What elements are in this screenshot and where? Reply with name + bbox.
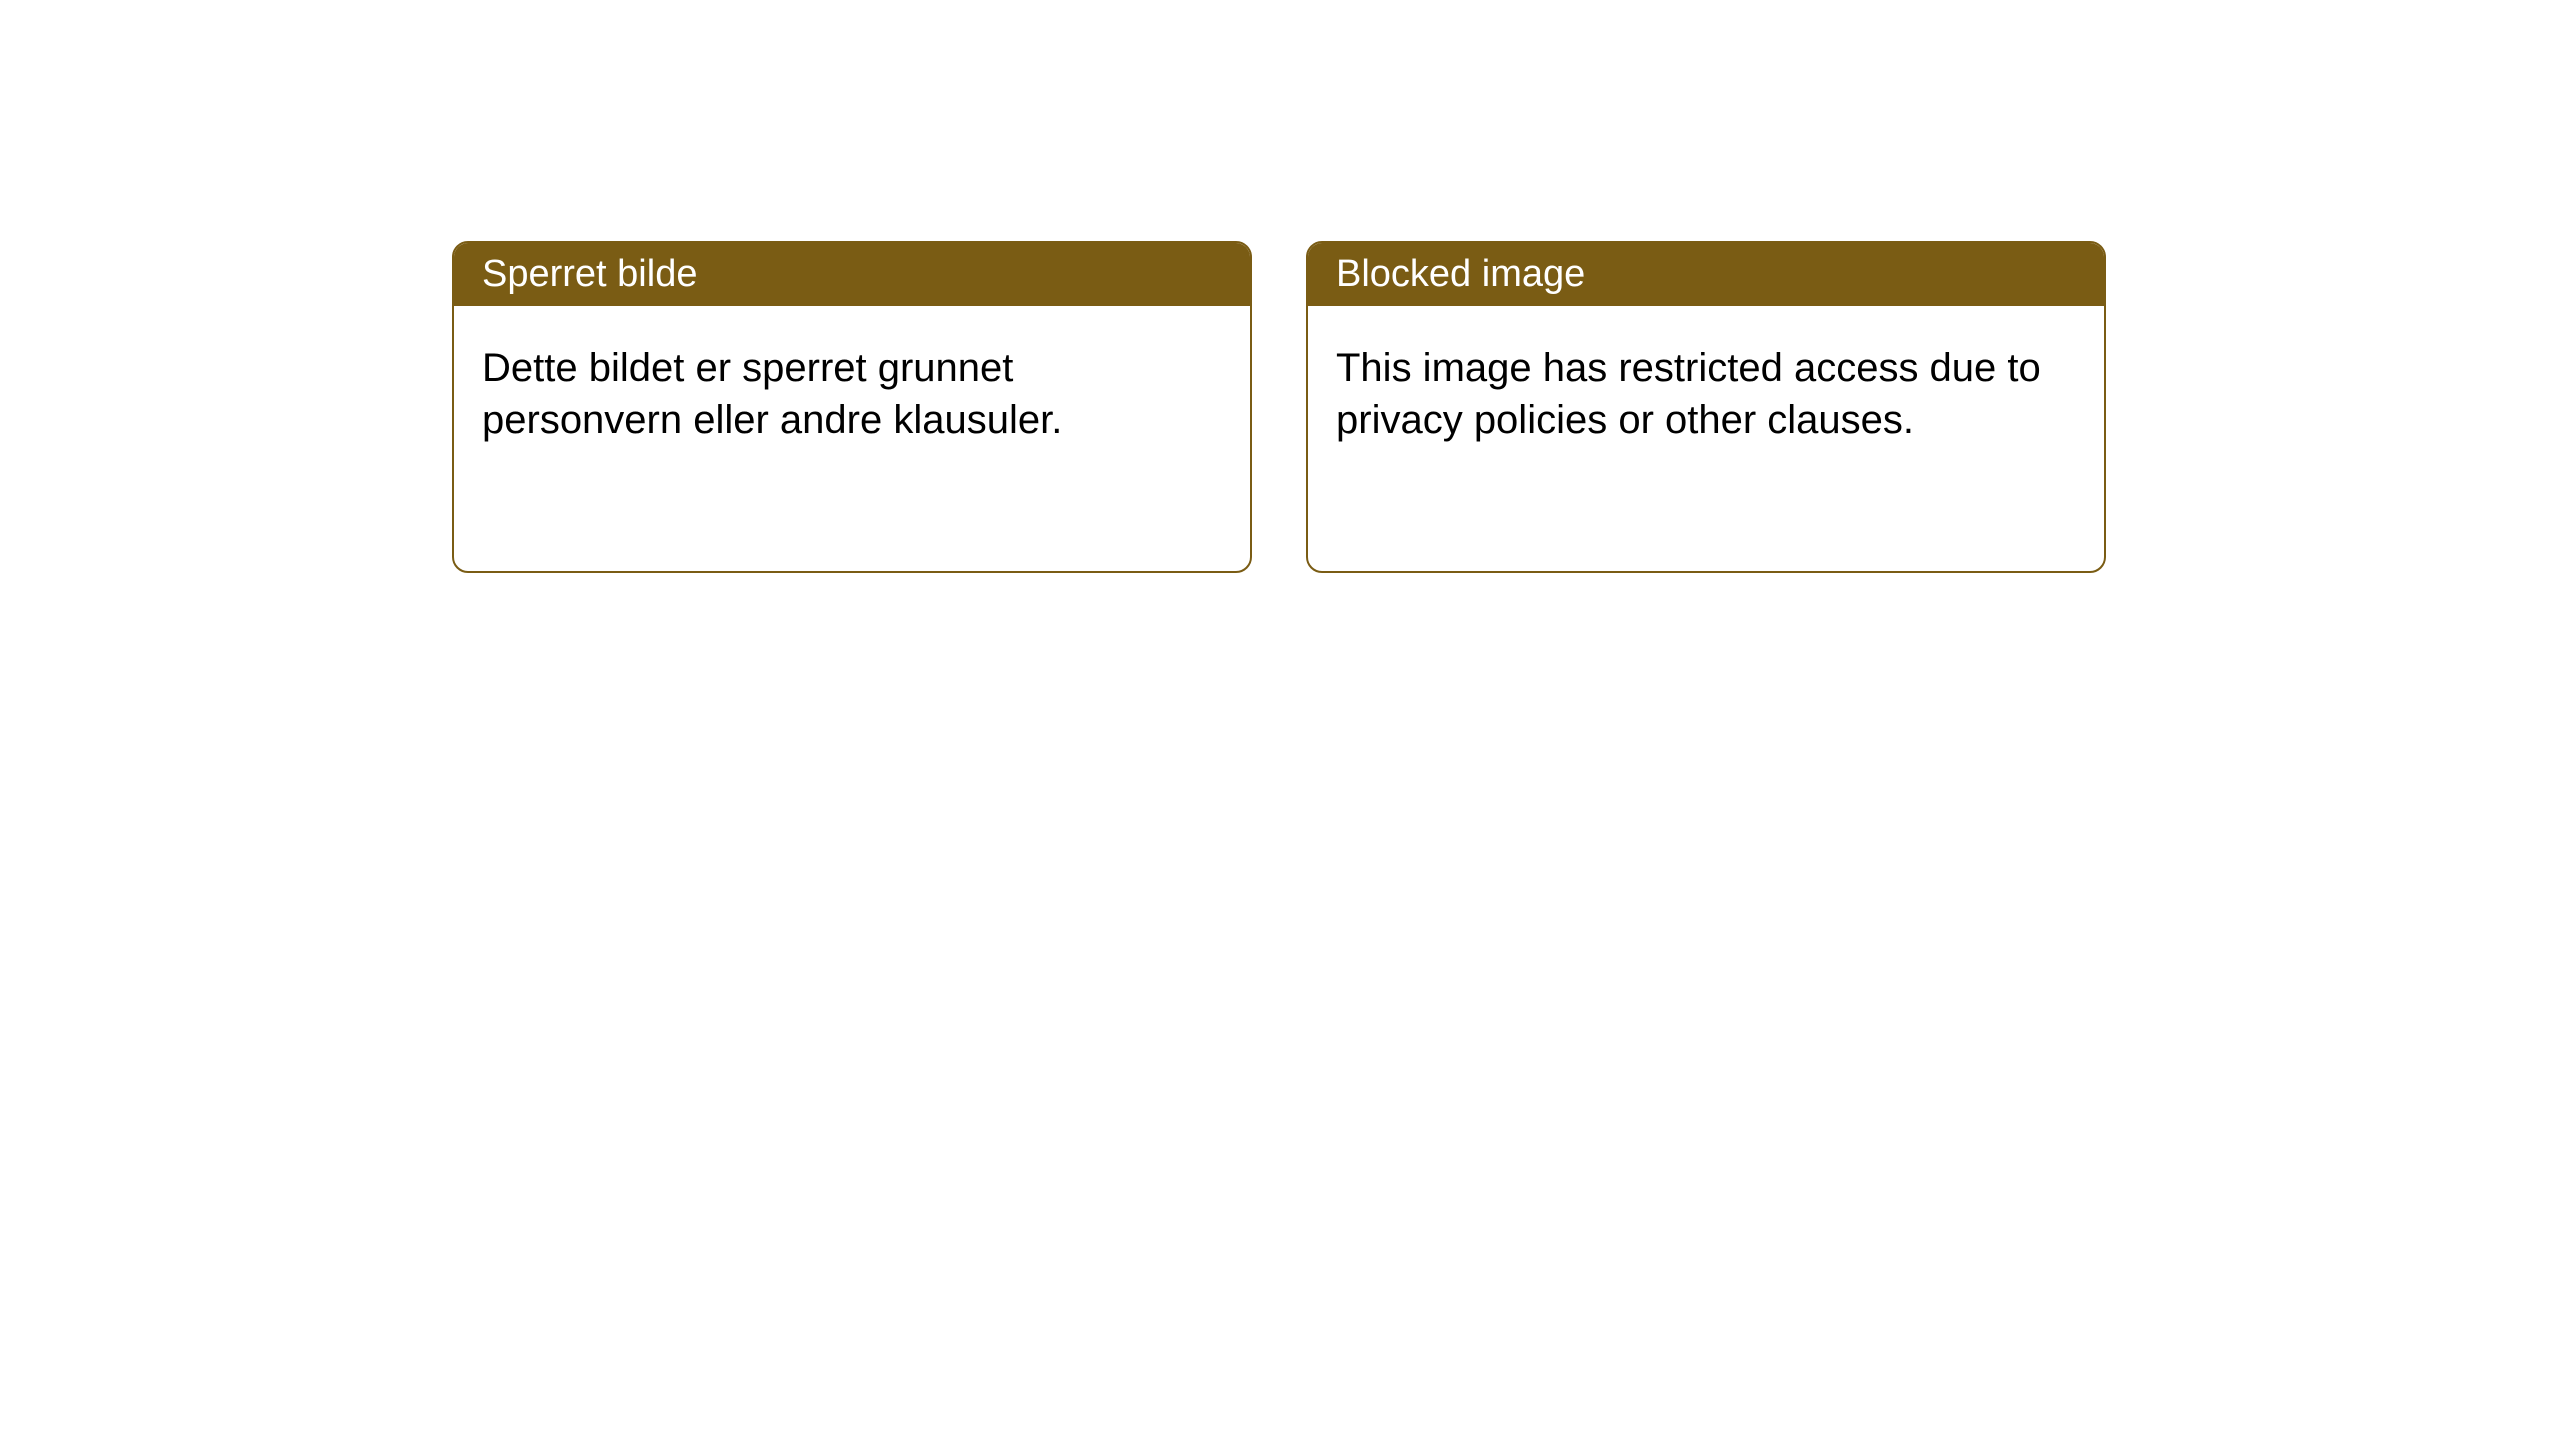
notice-card-header: Blocked image [1308, 243, 2104, 306]
notice-card-header: Sperret bilde [454, 243, 1250, 306]
notice-card-body-text: This image has restricted access due to … [1336, 346, 2041, 442]
notice-cards-container: Sperret bilde Dette bildet er sperret gr… [452, 241, 2106, 573]
notice-card-norwegian: Sperret bilde Dette bildet er sperret gr… [452, 241, 1252, 573]
notice-card-body: Dette bildet er sperret grunnet personve… [454, 306, 1250, 482]
notice-card-title: Sperret bilde [482, 253, 697, 295]
notice-card-body: This image has restricted access due to … [1308, 306, 2104, 482]
notice-card-title: Blocked image [1336, 253, 1585, 295]
notice-card-body-text: Dette bildet er sperret grunnet personve… [482, 346, 1062, 442]
notice-card-english: Blocked image This image has restricted … [1306, 241, 2106, 573]
